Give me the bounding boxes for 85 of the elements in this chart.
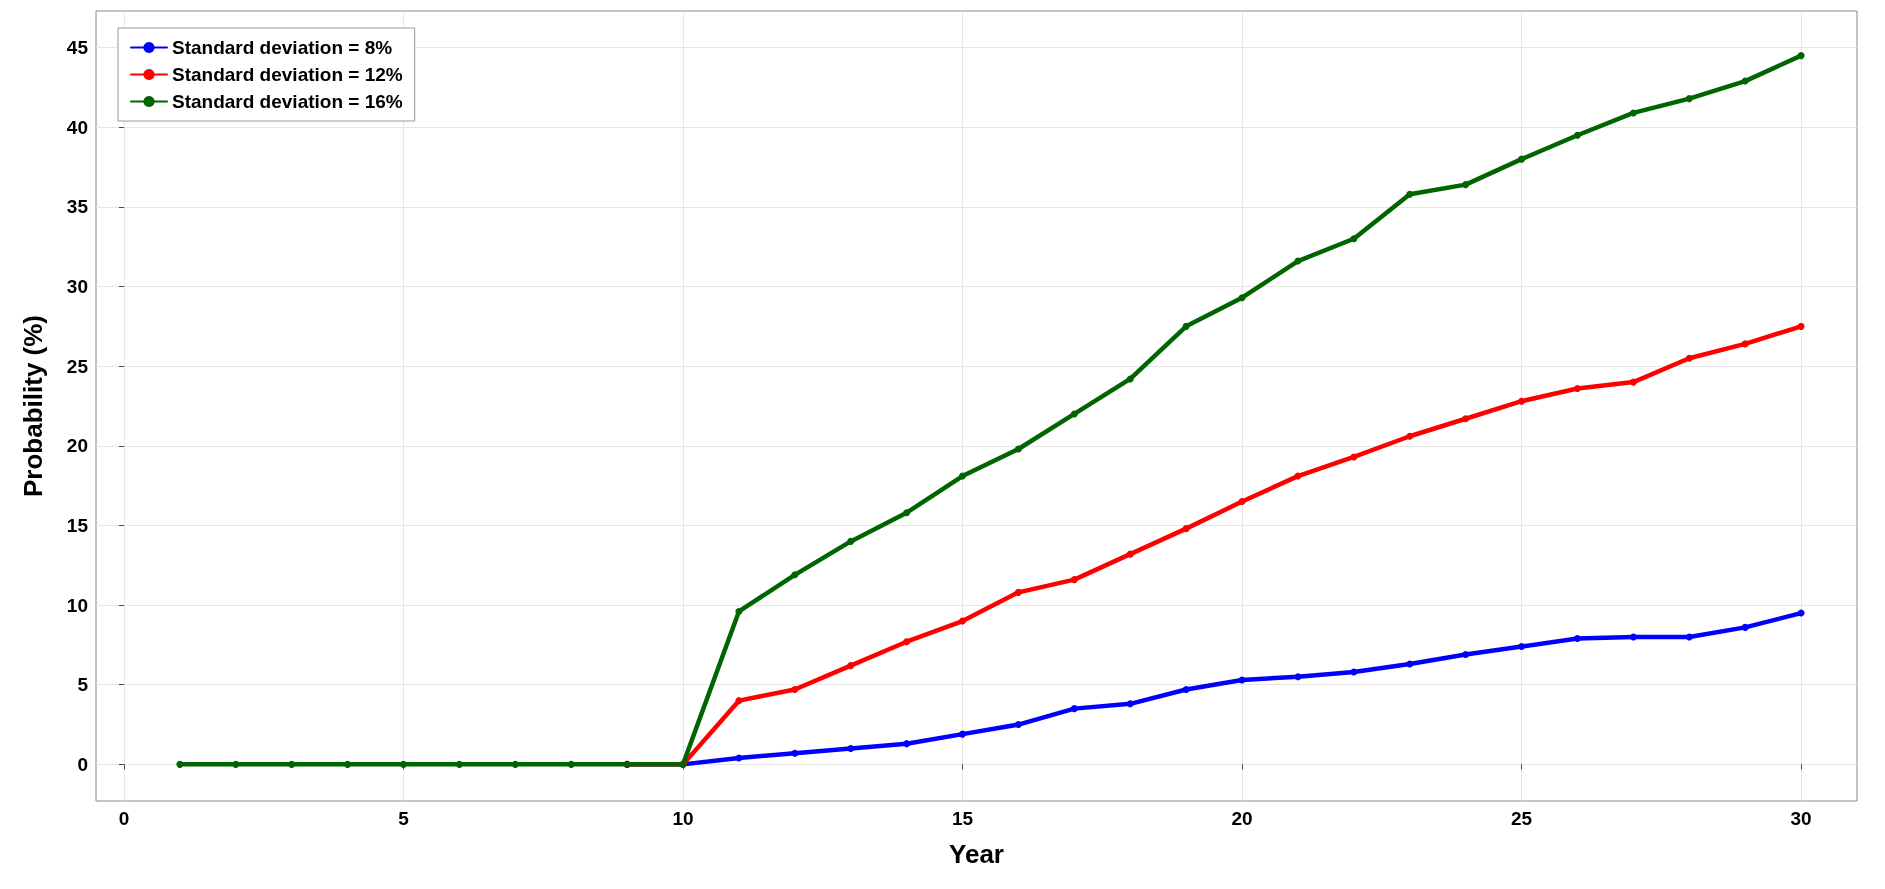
point [1294,673,1302,681]
point [344,760,352,768]
point [1350,235,1358,243]
point [511,760,519,768]
point [232,760,240,768]
point [1573,131,1581,139]
point [1238,294,1246,302]
y-tick-label: 0 [77,753,88,775]
point [1797,52,1805,60]
x-tick-label: 30 [1790,808,1812,829]
point [1182,322,1190,330]
point [288,760,296,768]
point [1014,721,1022,729]
point [1182,686,1190,694]
point [1014,445,1022,453]
point [1797,322,1805,330]
point [1070,576,1078,584]
point [1462,181,1470,189]
y-tick-label: 35 [66,196,89,218]
legend-label: Standard deviation = 8% [172,37,393,58]
point [791,571,799,579]
point [1014,588,1022,596]
y-tick-label: 10 [66,594,88,616]
point [1629,633,1637,641]
y-tick-label: 25 [66,355,89,377]
legend-label: Standard deviation = 12% [172,64,403,85]
point [1685,95,1693,103]
y-tick-label: 40 [66,116,88,138]
point [1070,705,1078,713]
point [1462,415,1470,423]
y-tick-label: 30 [66,276,88,298]
point [1182,525,1190,533]
point [1406,660,1414,668]
point [847,744,855,752]
point [1518,643,1526,650]
point [1126,700,1134,708]
point [1406,432,1414,440]
y-tick-label: 15 [66,514,89,536]
point [959,730,967,738]
point [1406,190,1414,198]
point [1685,354,1693,362]
point [1126,375,1134,383]
point [455,760,463,768]
point [791,686,799,694]
point [847,537,855,545]
point [1070,410,1078,418]
x-tick-label: 25 [1511,808,1533,829]
point [1518,397,1526,405]
point [959,617,967,625]
x-tick-label: 20 [1231,808,1253,829]
point [1741,623,1749,631]
point [567,760,575,768]
point [1518,155,1526,163]
x-tick-label: 10 [672,808,694,829]
point [1573,635,1581,643]
legend-label: Standard deviation = 16% [172,91,403,112]
x-tick-label: 15 [951,808,974,829]
point [1573,384,1581,392]
point [791,749,799,757]
y-tick-label: 20 [66,435,88,457]
point [1462,650,1470,658]
point [1685,633,1693,641]
point [959,472,967,480]
y-tick-label: 5 [77,674,89,696]
point [847,662,855,670]
point [903,740,911,748]
point [903,509,911,517]
point [735,607,743,615]
y-tick-label: 45 [66,37,89,59]
point [735,697,743,705]
point [1629,109,1637,117]
x-tick-label: 5 [398,808,410,829]
point [1741,77,1749,85]
x-axis-title: Year [949,839,1004,869]
point [1126,550,1134,558]
y-axis-title: Probability (%) [18,314,48,498]
point [1238,498,1246,506]
point [1741,340,1749,348]
point [903,638,911,646]
point [1350,453,1358,461]
point [399,760,407,768]
point [1350,668,1358,676]
point [1629,378,1637,386]
point [176,760,184,768]
x-tick-label: 0 [118,808,130,829]
